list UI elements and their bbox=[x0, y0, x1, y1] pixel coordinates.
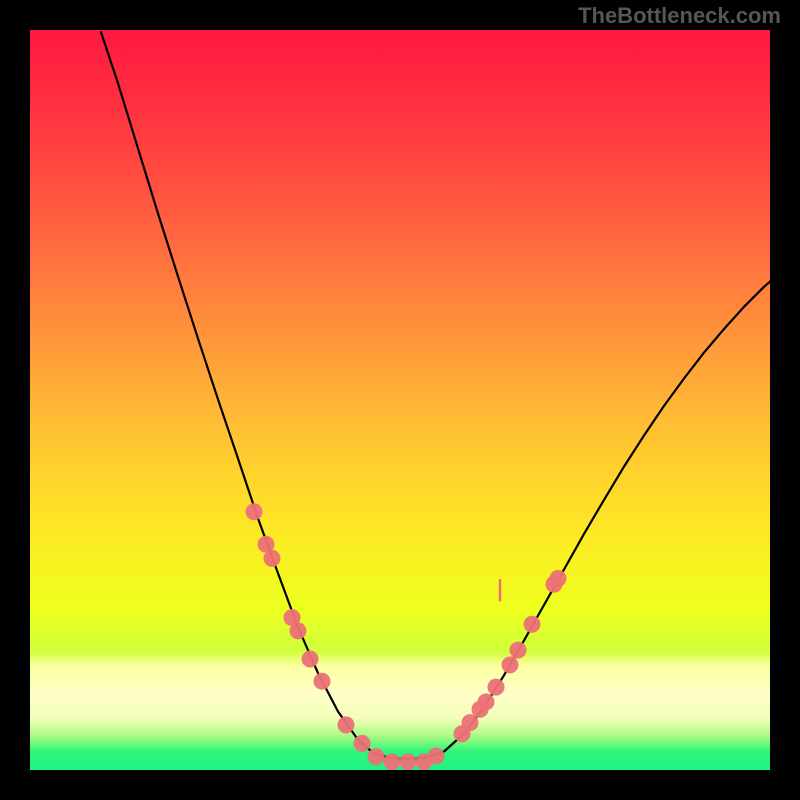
scatter-dot bbox=[502, 656, 519, 673]
plot-area bbox=[30, 30, 770, 770]
scatter-dot bbox=[478, 693, 495, 710]
scatter-dot bbox=[428, 747, 445, 764]
scatter-dot bbox=[384, 753, 401, 770]
watermark-text: TheBottleneck.com bbox=[578, 3, 781, 29]
scatter-dot bbox=[314, 673, 331, 690]
scatter-dot bbox=[550, 570, 567, 587]
scatter-dot bbox=[524, 616, 541, 633]
chart-svg bbox=[30, 30, 770, 770]
scatter-dot bbox=[302, 651, 319, 668]
scatter-dot bbox=[264, 550, 281, 567]
scatter-dot bbox=[354, 735, 371, 752]
scatter-dot bbox=[400, 753, 417, 770]
scatter-dot bbox=[246, 503, 263, 520]
scatter-dot bbox=[368, 748, 385, 765]
chart-stage: TheBottleneck.com bbox=[0, 0, 800, 800]
scatter-dot bbox=[488, 679, 505, 696]
scatter-dot bbox=[338, 716, 355, 733]
scatter-dot bbox=[290, 622, 307, 639]
gradient-background bbox=[30, 30, 770, 770]
scatter-dot bbox=[510, 642, 527, 659]
